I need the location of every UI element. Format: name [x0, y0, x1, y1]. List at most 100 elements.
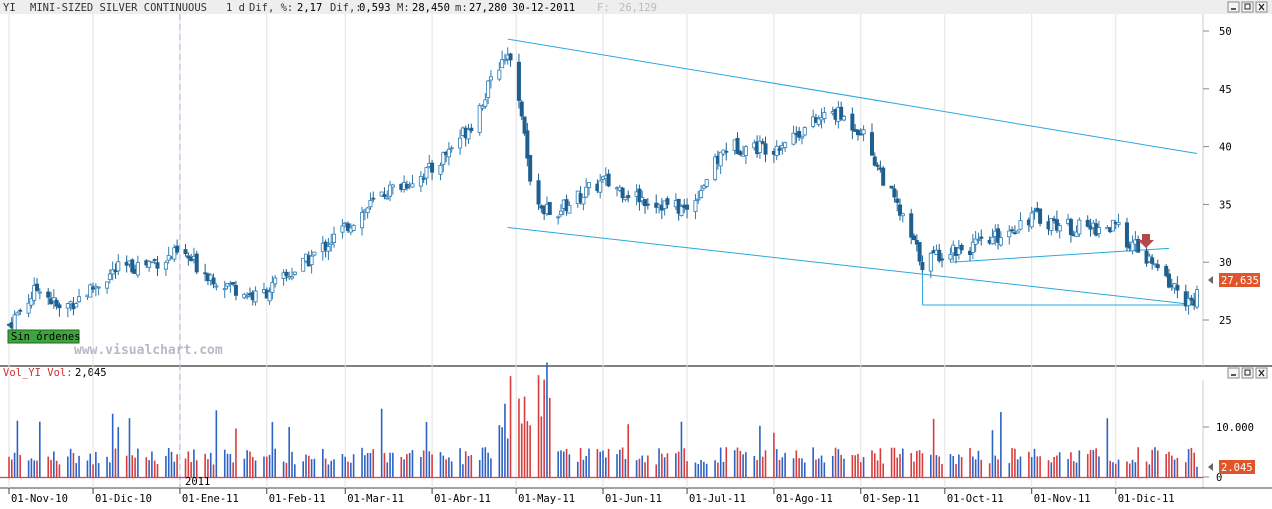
candle-body [948, 254, 953, 260]
candle-body [889, 185, 894, 189]
candle-body [388, 184, 393, 197]
candle-body [757, 140, 762, 153]
candle-body [480, 105, 485, 109]
candle-body [466, 129, 471, 140]
candle-body [1085, 219, 1090, 227]
candle-body [704, 179, 709, 187]
sin-ordenes-badge: Sin órdenes [11, 331, 81, 343]
date-tick-label: 01-Feb-11 [269, 493, 326, 505]
header-open-label: F: [597, 2, 610, 14]
candle-body [912, 235, 917, 241]
candle-body [909, 213, 914, 238]
candle-body [976, 239, 981, 241]
candle-body [273, 277, 278, 285]
header-min-value: 27,280 [469, 2, 507, 14]
minimize-icon[interactable] [1227, 367, 1240, 379]
candle-body [18, 309, 23, 312]
header-symbol: YI [3, 2, 16, 14]
candle-body [970, 241, 975, 253]
trendline[interactable] [507, 227, 1198, 306]
candle-body [194, 253, 199, 273]
trendlines [507, 38, 1198, 306]
date-tick-label: 01-May-11 [518, 493, 575, 505]
candle-body [956, 247, 961, 255]
price-tick-label: 30 [1219, 257, 1232, 269]
candle-body [718, 151, 723, 167]
restore-icon[interactable] [1241, 1, 1254, 13]
date-tick-label: 01-Dic-11 [1118, 493, 1175, 505]
candle-body [458, 137, 463, 149]
candle-body [385, 197, 390, 200]
candle-body [822, 112, 827, 119]
candle-body [917, 242, 922, 262]
candle-body [149, 261, 154, 264]
candle-body [107, 273, 112, 280]
candle-body [267, 291, 272, 302]
candle-body [360, 212, 365, 229]
vertical-gridlines [8, 14, 1117, 488]
candle-body [88, 284, 93, 298]
candle-body [898, 204, 903, 216]
candle-body [1010, 229, 1015, 232]
candle-body [699, 190, 704, 198]
candle-body [584, 186, 589, 198]
candle-body [116, 261, 121, 272]
candle-body [233, 285, 238, 296]
candle-body [421, 177, 426, 180]
candle-body [1054, 219, 1059, 231]
candle-body [292, 271, 297, 276]
candle-body [77, 296, 82, 303]
date-tick-label: 01-Mar-11 [347, 493, 404, 505]
candle-body [990, 236, 995, 245]
trendline[interactable] [507, 38, 1198, 155]
volume-tag-pointer [1208, 463, 1213, 471]
candle-body [438, 164, 443, 175]
candle-body [508, 53, 513, 61]
price-candles [7, 47, 1200, 333]
candle-body [155, 262, 160, 269]
candle-body [253, 290, 258, 303]
date-tick-label: 01-Ago-11 [776, 493, 833, 505]
candle-body [979, 236, 984, 239]
candle-body [371, 197, 376, 200]
candle-body [841, 116, 846, 121]
candle-body [186, 255, 191, 259]
candle-body [222, 288, 227, 291]
candle-body [12, 314, 17, 331]
sell-arrow-icon [1138, 234, 1154, 248]
volume-bars [0, 362, 1203, 479]
candle-body [724, 150, 729, 153]
volume-axis: 10.000 0 [1203, 422, 1254, 484]
candle-body [606, 173, 611, 187]
candle-body [54, 300, 59, 307]
candle-body [231, 282, 236, 285]
candle-body [679, 206, 684, 216]
header-name: MINI-SIZED SILVER CONTINUOUS [30, 2, 207, 14]
candle-body [777, 148, 782, 151]
date-tick-label: 01-Oct-11 [947, 493, 1004, 505]
watermark: www.visualchart.com [74, 343, 223, 358]
price-axis: 50 45 40 35 30 25 [1203, 26, 1232, 327]
candle-body [735, 137, 740, 154]
candle-body [802, 127, 807, 136]
price-tick-label: 40 [1219, 142, 1232, 154]
candle-body [892, 188, 897, 198]
candle-body [365, 207, 370, 214]
restore-icon[interactable] [1241, 367, 1254, 379]
candle-body [872, 156, 877, 166]
candle-body [816, 118, 821, 125]
candle-body [855, 129, 860, 136]
header-min-label: m: [455, 2, 468, 14]
candle-body [968, 250, 973, 255]
minimize-icon[interactable] [1227, 1, 1240, 13]
candle-body [763, 143, 768, 155]
candle-body [351, 224, 356, 231]
candle-body [68, 301, 73, 305]
candle-body [519, 101, 524, 117]
candle-body [556, 216, 561, 219]
candle-body [645, 203, 650, 206]
candle-body [390, 184, 395, 188]
candle-body [1124, 222, 1129, 248]
candle-body [743, 146, 748, 156]
candle-body [1175, 284, 1180, 291]
